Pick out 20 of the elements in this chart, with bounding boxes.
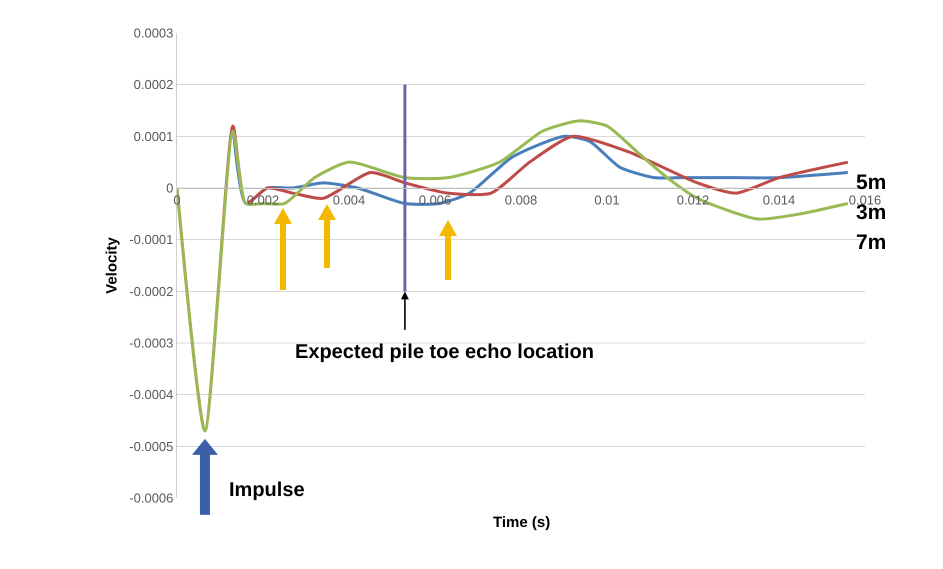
- series-label: 7m: [856, 231, 886, 254]
- y-tick-label: 0: [166, 180, 174, 196]
- y-tick-label: 0.0003: [134, 26, 174, 41]
- annotation: Expected pile toe echo location: [295, 341, 594, 363]
- x-axis-title: Time (s): [493, 514, 550, 531]
- y-tick-label: 0.0002: [134, 77, 174, 92]
- y-tick-label: -0.0005: [129, 438, 174, 454]
- y-tick-label: 0.0001: [134, 128, 174, 144]
- y-tick-label: -0.0001: [129, 232, 174, 248]
- x-tick-label: 0.01: [594, 192, 620, 208]
- y-axis-title: Velocity: [104, 236, 121, 294]
- y-tick-label: -0.0004: [129, 387, 174, 402]
- y-tick-label: -0.0003: [129, 336, 174, 351]
- annotation: Impulse: [229, 479, 305, 501]
- y-tick-label: -0.0002: [129, 284, 174, 299]
- x-tick-label: 0.014: [762, 192, 796, 208]
- x-tick-label: 0.004: [332, 192, 366, 208]
- series-label: 5m: [856, 171, 886, 194]
- x-tick-label: 0.008: [504, 192, 538, 208]
- y-tick-label: -0.0006: [129, 490, 174, 506]
